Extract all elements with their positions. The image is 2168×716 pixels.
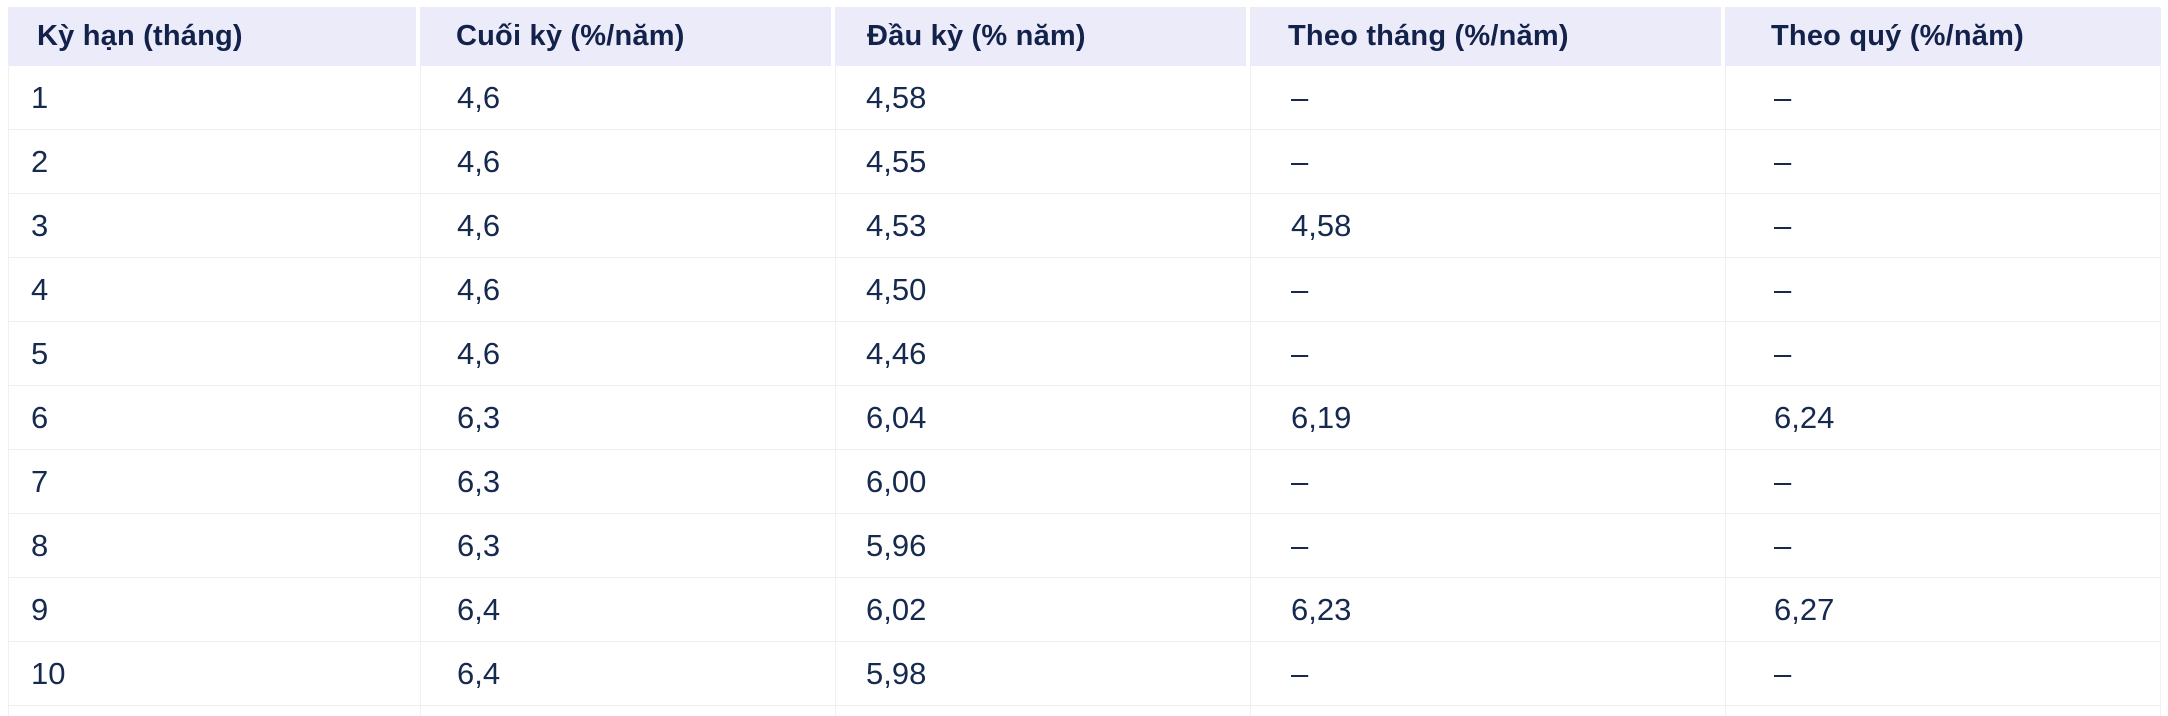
table-row: 4 4,6 4,50– – <box>9 258 2160 322</box>
table-row: 1 4,6 4,58– – <box>9 66 2160 130</box>
cell-monthly: 4,58 <box>1251 194 1726 257</box>
cell-start-of-term: 4,50 <box>836 258 1251 321</box>
cell-monthly: – <box>1251 514 1726 577</box>
cell-quarterly: – <box>1774 463 1792 499</box>
cell-end-of-term: 6,3 <box>421 386 836 449</box>
table-row: 10 6,4 5,98– – <box>9 642 2160 706</box>
cell-term: 4 <box>9 258 421 321</box>
table-body: 1 4,6 4,58– –2 4,6 4,55– –3 4,6 4,53 4,58–4 4,6 4,5… <box>8 66 2161 716</box>
column-header-monthly: Theo tháng (%/năm) <box>1250 7 1725 66</box>
cell-end-of-term: 6,4 <box>421 642 836 705</box>
table-row: 8 6,3 5,96– – <box>9 514 2160 578</box>
cell-end-of-term: 4,6 <box>421 130 836 193</box>
cell-term: 2 <box>9 130 421 193</box>
cell-term: 8 <box>9 514 421 577</box>
cell-quarterly <box>1726 706 2160 716</box>
cell-monthly: – <box>1251 322 1726 385</box>
cell-monthly: 6,23 <box>1251 578 1726 641</box>
cell-quarterly: – <box>1774 271 1792 307</box>
cell-start-of-term: 6,00 <box>836 450 1251 513</box>
cell-end-of-term <box>421 706 836 716</box>
table-header-row: Kỳ hạn (tháng) Cuối kỳ (%/năm) Đầu kỳ (%… <box>8 7 2161 66</box>
table-row-partial <box>9 706 2160 716</box>
cell-start-of-term: 5,98 <box>836 642 1251 705</box>
cell-quarterly: – <box>1774 79 1792 115</box>
cell-monthly: 6,19 <box>1251 386 1726 449</box>
cell-term: 3 <box>9 194 421 257</box>
cell-term: 1 <box>9 66 421 129</box>
column-header-quarterly: Theo quý (%/năm) <box>1725 7 2161 66</box>
cell-start-of-term: 4,53 <box>836 194 1251 257</box>
cell-start-of-term: 4,55 <box>836 130 1251 193</box>
cell-end-of-term: 6,4 <box>421 578 836 641</box>
cell-end-of-term: 4,6 <box>421 322 836 385</box>
cell-quarterly: – <box>1774 207 1792 243</box>
cell-quarterly: – <box>1774 527 1792 563</box>
cell-quarterly: 6,24 <box>1774 399 1835 435</box>
cell-quarterly: – <box>1774 655 1792 691</box>
table-row: 5 4,6 4,46– – <box>9 322 2160 386</box>
cell-monthly: – <box>1251 642 1726 705</box>
table-row: 3 4,6 4,53 4,58 – <box>9 194 2160 258</box>
cell-quarterly: 6,27 <box>1774 591 1835 627</box>
column-header-end-of-term: Cuối kỳ (%/năm) <box>420 7 835 66</box>
cell-end-of-term: 4,6 <box>421 194 836 257</box>
cell-start-of-term: 4,46 <box>836 322 1251 385</box>
cell-term: 6 <box>9 386 421 449</box>
cell-start-of-term <box>836 706 1251 716</box>
cell-start-of-term: 4,58 <box>836 66 1251 129</box>
cell-end-of-term: 6,3 <box>421 514 836 577</box>
table-row: 9 6,4 6,02 6,23 6,27 <box>9 578 2160 642</box>
cell-end-of-term: 4,6 <box>421 258 836 321</box>
cell-monthly: – <box>1251 130 1726 193</box>
cell-end-of-term: 4,6 <box>421 66 836 129</box>
cell-term: 9 <box>9 578 421 641</box>
cell-term: 7 <box>9 450 421 513</box>
column-header-start-of-term: Đầu kỳ (% năm) <box>835 7 1250 66</box>
cell-monthly <box>1251 706 1726 716</box>
interest-rate-table: Kỳ hạn (tháng) Cuối kỳ (%/năm) Đầu kỳ (%… <box>8 7 2161 716</box>
cell-term: 5 <box>9 322 421 385</box>
table-row: 6 6,3 6,04 6,19 6,24 <box>9 386 2160 450</box>
table-row: 7 6,3 6,00– – <box>9 450 2160 514</box>
cell-quarterly: – <box>1774 143 1792 179</box>
cell-start-of-term: 6,04 <box>836 386 1251 449</box>
cell-end-of-term: 6,3 <box>421 450 836 513</box>
cell-start-of-term: 5,96 <box>836 514 1251 577</box>
cell-monthly: – <box>1251 66 1726 129</box>
cell-monthly: – <box>1251 258 1726 321</box>
column-header-term: Kỳ hạn (tháng) <box>8 7 420 66</box>
cell-monthly: – <box>1251 450 1726 513</box>
cell-term <box>9 706 421 716</box>
table-row: 2 4,6 4,55– – <box>9 130 2160 194</box>
cell-start-of-term: 6,02 <box>836 578 1251 641</box>
cell-term: 10 <box>9 642 421 705</box>
cell-quarterly: – <box>1774 335 1792 371</box>
